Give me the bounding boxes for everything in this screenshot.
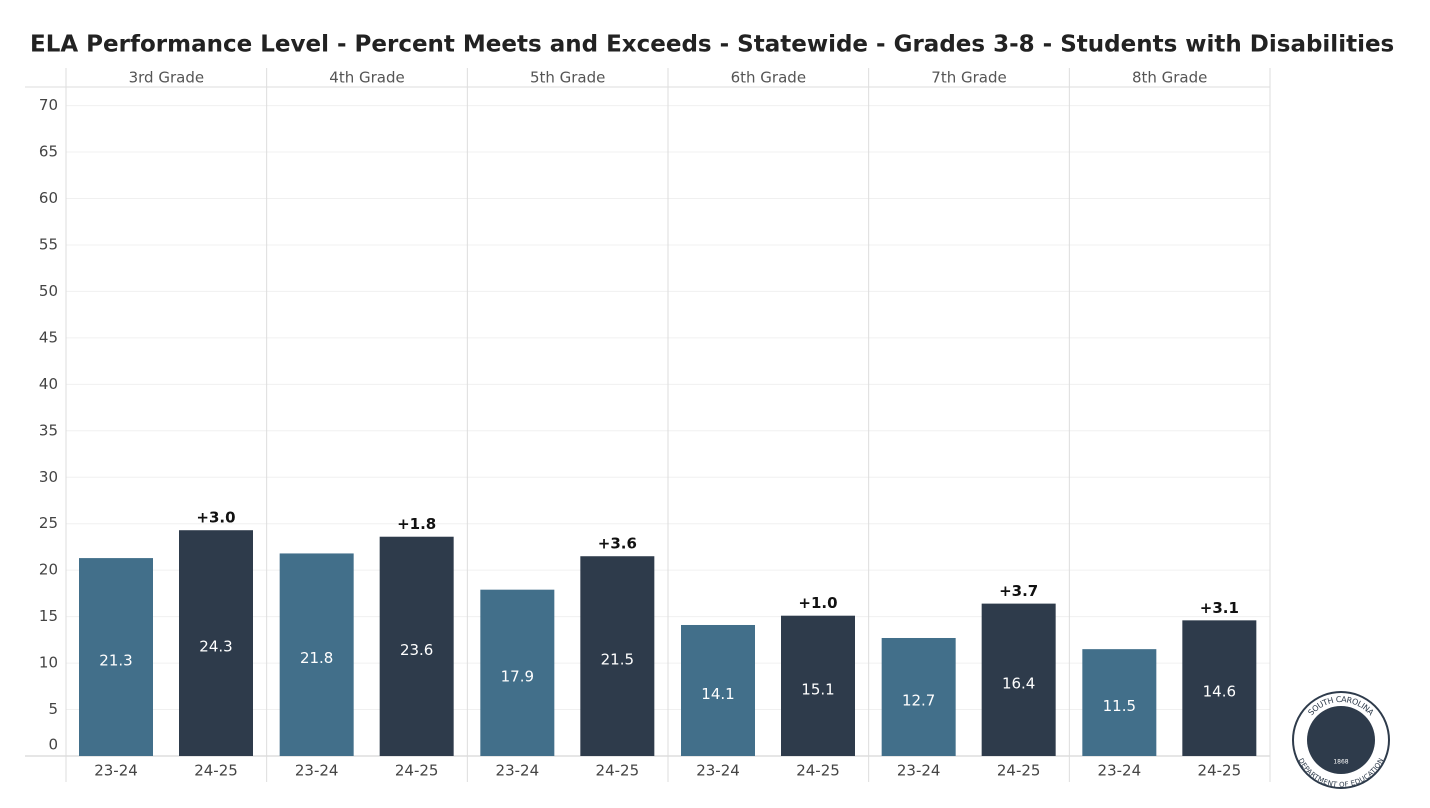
x-tick-label: 23-24 [897, 762, 941, 780]
x-tick-label: 23-24 [94, 762, 138, 780]
value-label: 14.1 [701, 685, 734, 703]
x-tick-label: 24-25 [1198, 762, 1242, 780]
y-tick-label: 20 [39, 561, 58, 579]
change-label: +1.8 [397, 515, 436, 533]
value-label: 15.1 [801, 680, 834, 698]
x-tick-label: 24-25 [395, 762, 439, 780]
y-tick-label: 30 [39, 468, 58, 486]
y-tick-label: 35 [39, 421, 58, 439]
x-tick-label: 23-24 [295, 762, 339, 780]
bar [480, 589, 555, 756]
bar [781, 615, 855, 756]
x-tick-label: 24-25 [997, 762, 1041, 780]
value-label: 21.8 [300, 649, 333, 667]
value-label: 14.6 [1203, 683, 1236, 701]
x-tick-label: 24-25 [796, 762, 840, 780]
y-tick-label: 70 [39, 96, 58, 114]
y-tick-label: 60 [39, 189, 58, 207]
x-tick-label: 23-24 [1098, 762, 1142, 780]
value-label: 16.4 [1002, 674, 1035, 692]
x-tick-label: 24-25 [596, 762, 640, 780]
panel-label: 3rd Grade [129, 69, 204, 87]
bar [279, 553, 354, 756]
logo-year: 1868 [1333, 759, 1348, 766]
logo: SOUTH CAROLINA DEPARTMENT OF EDUCATION 1… [1292, 691, 1390, 789]
logo-core [1307, 706, 1375, 774]
y-tick-label: 15 [39, 607, 58, 625]
y-tick-label: 10 [39, 654, 58, 672]
y-tick-label: 45 [39, 328, 58, 346]
chart-title: ELA Performance Level - Percent Meets an… [30, 32, 1394, 58]
bar [681, 624, 755, 756]
bar [179, 530, 253, 756]
value-label: 24.3 [199, 638, 232, 656]
change-label: +3.6 [598, 535, 637, 553]
y-tick-label: 50 [39, 282, 58, 300]
y-tick-label: 65 [39, 143, 58, 161]
y-tick-label: 25 [39, 514, 58, 532]
bar [1082, 649, 1157, 756]
x-tick-label: 23-24 [696, 762, 740, 780]
value-label: 21.3 [99, 652, 132, 670]
change-label: +1.0 [798, 594, 837, 612]
bar [379, 536, 454, 756]
bar [981, 603, 1056, 756]
x-tick-label: 23-24 [496, 762, 540, 780]
panel-label: 5th Grade [530, 69, 605, 87]
value-label: 11.5 [1103, 697, 1136, 715]
bar [580, 556, 655, 756]
panel-label: 7th Grade [931, 69, 1006, 87]
y-tick-label: 0 [48, 736, 58, 754]
change-label: +3.1 [1200, 599, 1239, 617]
value-label: 12.7 [902, 691, 935, 709]
x-tick-label: 24-25 [194, 762, 238, 780]
change-label: +3.0 [196, 509, 235, 527]
bar [1182, 620, 1257, 756]
panel-label: 6th Grade [731, 69, 806, 87]
y-tick-label: 5 [48, 700, 58, 718]
change-label: +3.7 [999, 582, 1038, 600]
value-label: 17.9 [501, 667, 534, 685]
panel-label: 8th Grade [1132, 69, 1207, 87]
bar [881, 637, 956, 756]
value-label: 23.6 [400, 641, 433, 659]
y-tick-label: 55 [39, 235, 58, 253]
panel-label: 4th Grade [329, 69, 404, 87]
bar [79, 558, 153, 756]
y-tick-label: 40 [39, 375, 58, 393]
value-label: 21.5 [601, 651, 634, 669]
